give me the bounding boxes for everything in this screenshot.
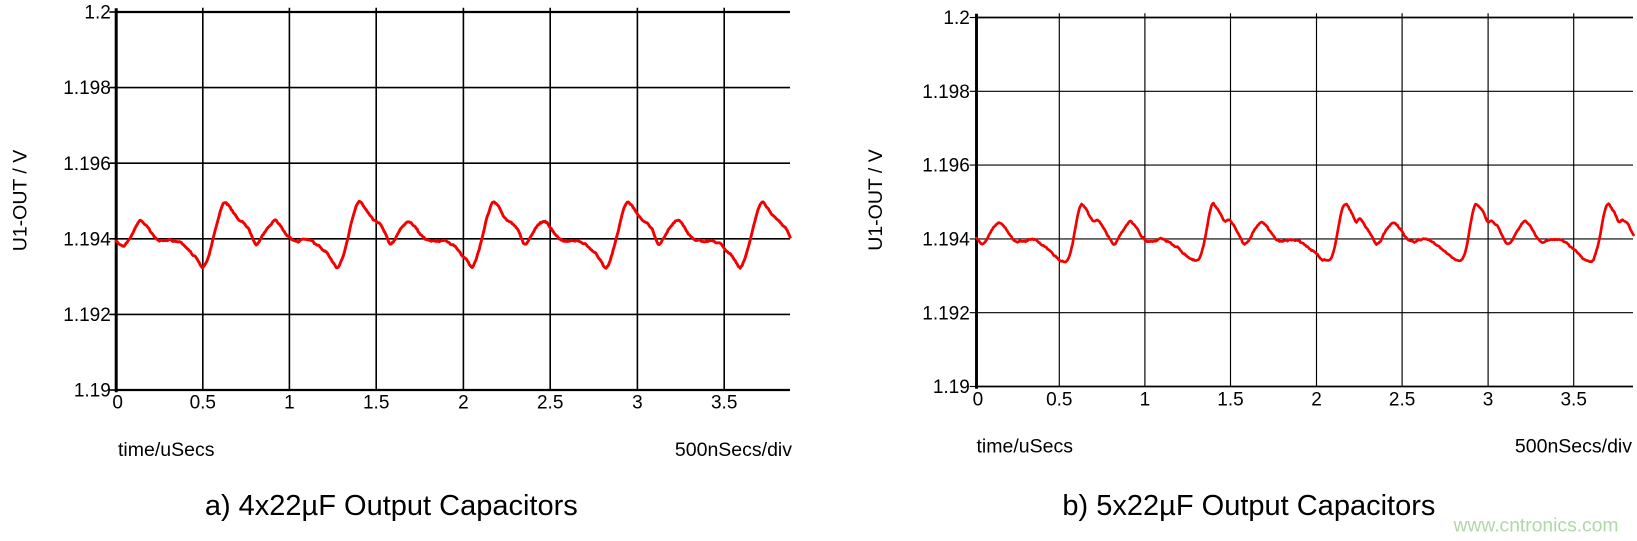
svg-text:1.194: 1.194: [922, 230, 970, 251]
svg-text:500nSecs/div: 500nSecs/div: [1515, 436, 1632, 458]
svg-text:1: 1: [284, 393, 295, 414]
svg-text:1: 1: [1140, 389, 1151, 410]
svg-text:1.196: 1.196: [922, 156, 970, 177]
svg-text:1.198: 1.198: [63, 78, 111, 99]
svg-text:2.5: 2.5: [1389, 389, 1415, 410]
svg-text:0.5: 0.5: [190, 393, 216, 414]
svg-text:1.2: 1.2: [943, 8, 969, 29]
svg-text:3: 3: [632, 393, 643, 414]
svg-text:a) 4x22µF Output Capacitors: a) 4x22µF Output Capacitors: [205, 490, 578, 522]
svg-text:1.198: 1.198: [922, 82, 970, 103]
svg-text:1.2: 1.2: [84, 3, 110, 24]
svg-text:b) 5x22µF Output Capacitors: b) 5x22µF Output Capacitors: [1062, 490, 1435, 522]
svg-text:U1-OUT / V: U1-OUT / V: [865, 149, 887, 251]
svg-text:U1-OUT / V: U1-OUT / V: [9, 150, 31, 252]
svg-text:500nSecs/div: 500nSecs/div: [675, 439, 792, 461]
svg-text:0: 0: [112, 393, 123, 414]
svg-text:1.196: 1.196: [63, 154, 111, 175]
svg-text:1.5: 1.5: [1217, 389, 1243, 410]
svg-text:3: 3: [1483, 389, 1494, 410]
svg-text:1.194: 1.194: [63, 229, 111, 250]
svg-text:1.192: 1.192: [63, 305, 111, 326]
svg-text:time/uSecs: time/uSecs: [977, 436, 1074, 458]
svg-text:1.192: 1.192: [922, 303, 970, 324]
svg-text:3.5: 3.5: [711, 393, 737, 414]
svg-text:3.5: 3.5: [1560, 389, 1586, 410]
svg-text:2: 2: [458, 393, 469, 414]
svg-text:1.19: 1.19: [933, 377, 970, 398]
svg-text:1.19: 1.19: [74, 381, 111, 402]
svg-text:1.5: 1.5: [363, 393, 389, 414]
svg-text:time/uSecs: time/uSecs: [118, 439, 215, 461]
svg-text:0.5: 0.5: [1046, 389, 1072, 410]
svg-text:www.cntronics.com: www.cntronics.com: [1452, 516, 1618, 537]
svg-text:2.5: 2.5: [537, 393, 563, 414]
svg-text:2: 2: [1311, 389, 1322, 410]
svg-text:0: 0: [973, 389, 984, 410]
